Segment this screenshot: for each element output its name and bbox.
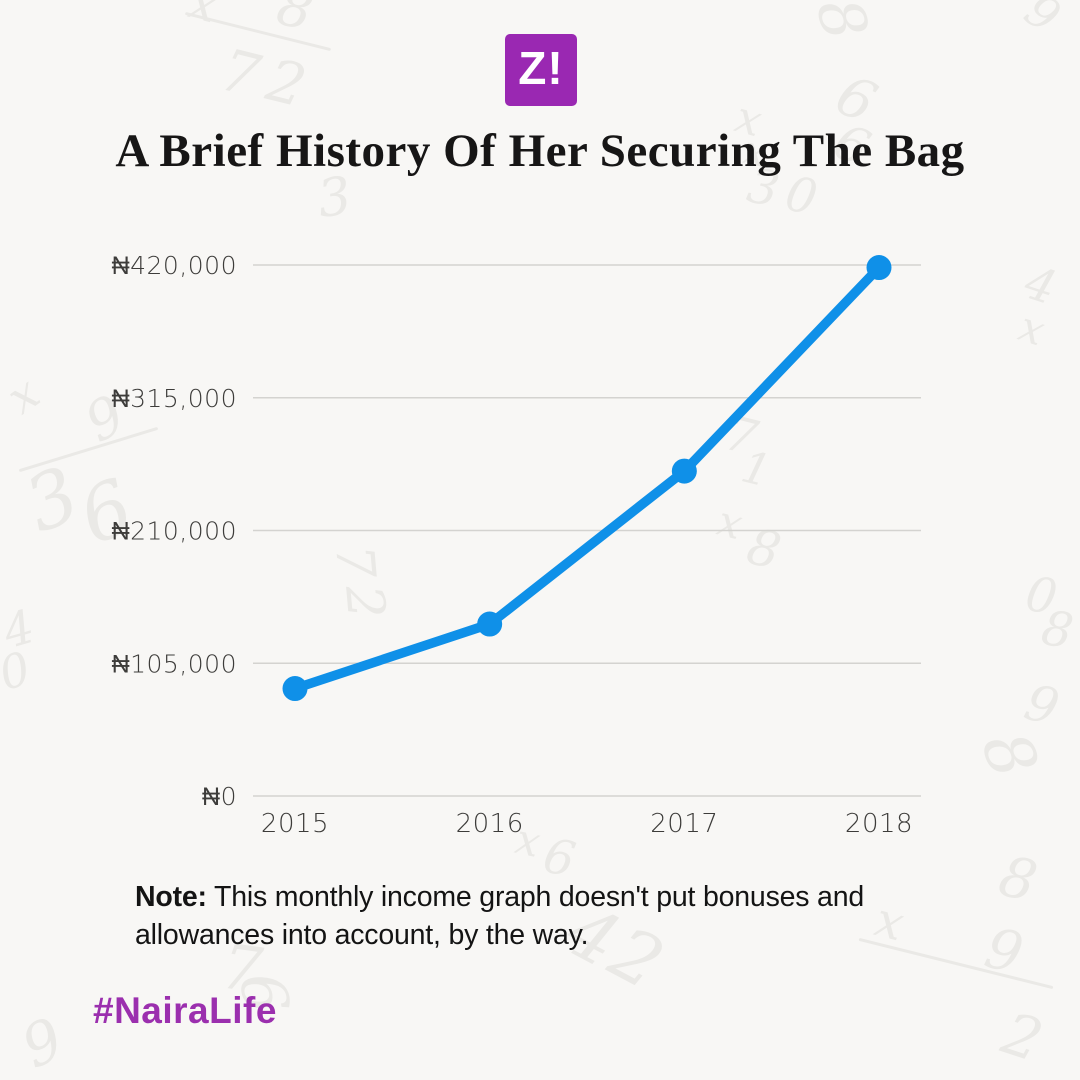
income-trend-line	[290, 262, 884, 694]
zikoko-logo: Z!	[505, 34, 577, 106]
y-tick-label: ₦315,000	[112, 384, 237, 413]
zikoko-logo-text: Z!	[518, 42, 564, 94]
nairalife-hashtag: #NairaLife	[93, 990, 277, 1031]
x-tick-label: 2016	[456, 809, 524, 839]
y-tick-label: ₦0	[202, 782, 237, 811]
x-tick-label: 2015	[261, 809, 329, 839]
y-tick-label: ₦420,000	[112, 251, 237, 280]
note-body: This monthly income graph doesn't put bo…	[135, 881, 864, 951]
data-point	[866, 255, 892, 281]
x-tick-label: 2018	[845, 809, 913, 839]
y-tick-label: ₦210,000	[112, 517, 237, 546]
data-point	[477, 611, 503, 637]
data-point	[282, 676, 308, 702]
data-point	[671, 458, 697, 484]
note-label: Note:	[135, 881, 207, 913]
chart-title: A Brief History Of Her Securing The Bag	[115, 125, 965, 177]
y-tick-label: ₦105,000	[112, 649, 237, 678]
note-text: Note: This monthly income graph doesn't …	[135, 878, 864, 954]
x-tick-label: 2017	[650, 809, 718, 839]
